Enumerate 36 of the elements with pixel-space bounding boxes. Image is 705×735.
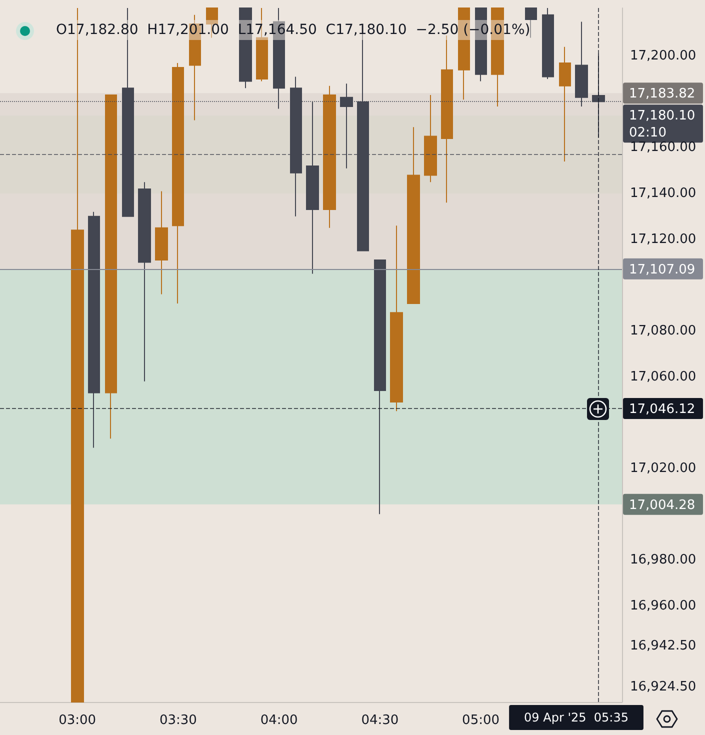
y-tick-label: 17,200.00 xyxy=(630,48,696,64)
candlestick xyxy=(441,34,453,204)
x-tick-label: 04:00 xyxy=(260,713,298,728)
y-tick-label: 16,960.00 xyxy=(630,598,696,614)
candlestick xyxy=(323,85,336,228)
candlestick xyxy=(105,94,117,440)
ref-line-label: 09 Apr '25 05:35 xyxy=(524,710,628,724)
candlestick xyxy=(172,62,184,304)
y-tick-label: 17,060.00 xyxy=(630,369,696,384)
ref-line-label: 17,180.10 02:10 xyxy=(629,108,696,141)
candlestick xyxy=(138,182,151,382)
annotation: O17,182.80 H17,201.00 L17,164.50 C17,180.10 −2.50 (−0.01%) xyxy=(56,22,530,38)
candlestick xyxy=(407,126,420,304)
y-tick-label: 16,942.50 xyxy=(630,638,696,654)
y-tick-label: 17,120.00 xyxy=(630,232,696,247)
y-tick-label: 17,020.00 xyxy=(630,460,696,476)
y-tick-label: 16,980.00 xyxy=(630,552,696,568)
candlestick xyxy=(424,94,437,183)
y-tick-label: 17,160.00 xyxy=(630,140,696,156)
ref-line-label: 17,107.09 xyxy=(629,262,696,278)
x-tick-label: 04:30 xyxy=(361,713,399,728)
candlestick xyxy=(374,259,386,515)
candlestick xyxy=(542,8,554,80)
x-tick-label: 05:00 xyxy=(462,713,500,728)
x-tick-label: 03:30 xyxy=(159,713,197,728)
candlestick xyxy=(559,46,571,162)
band-label: 17,183.82 xyxy=(629,86,696,102)
band-label: 17,004.28 xyxy=(629,498,696,513)
y-tick-label: 17,140.00 xyxy=(630,186,696,202)
y-tick-label: 16,924.50 xyxy=(630,680,696,695)
candlestick xyxy=(155,190,168,295)
candlestick xyxy=(390,225,403,412)
x-tick-label: 03:00 xyxy=(58,713,96,728)
candlestick xyxy=(88,211,100,448)
y-tick-label: 17,080.00 xyxy=(630,323,696,338)
ref-line-label: 17,046.12 xyxy=(629,402,696,418)
